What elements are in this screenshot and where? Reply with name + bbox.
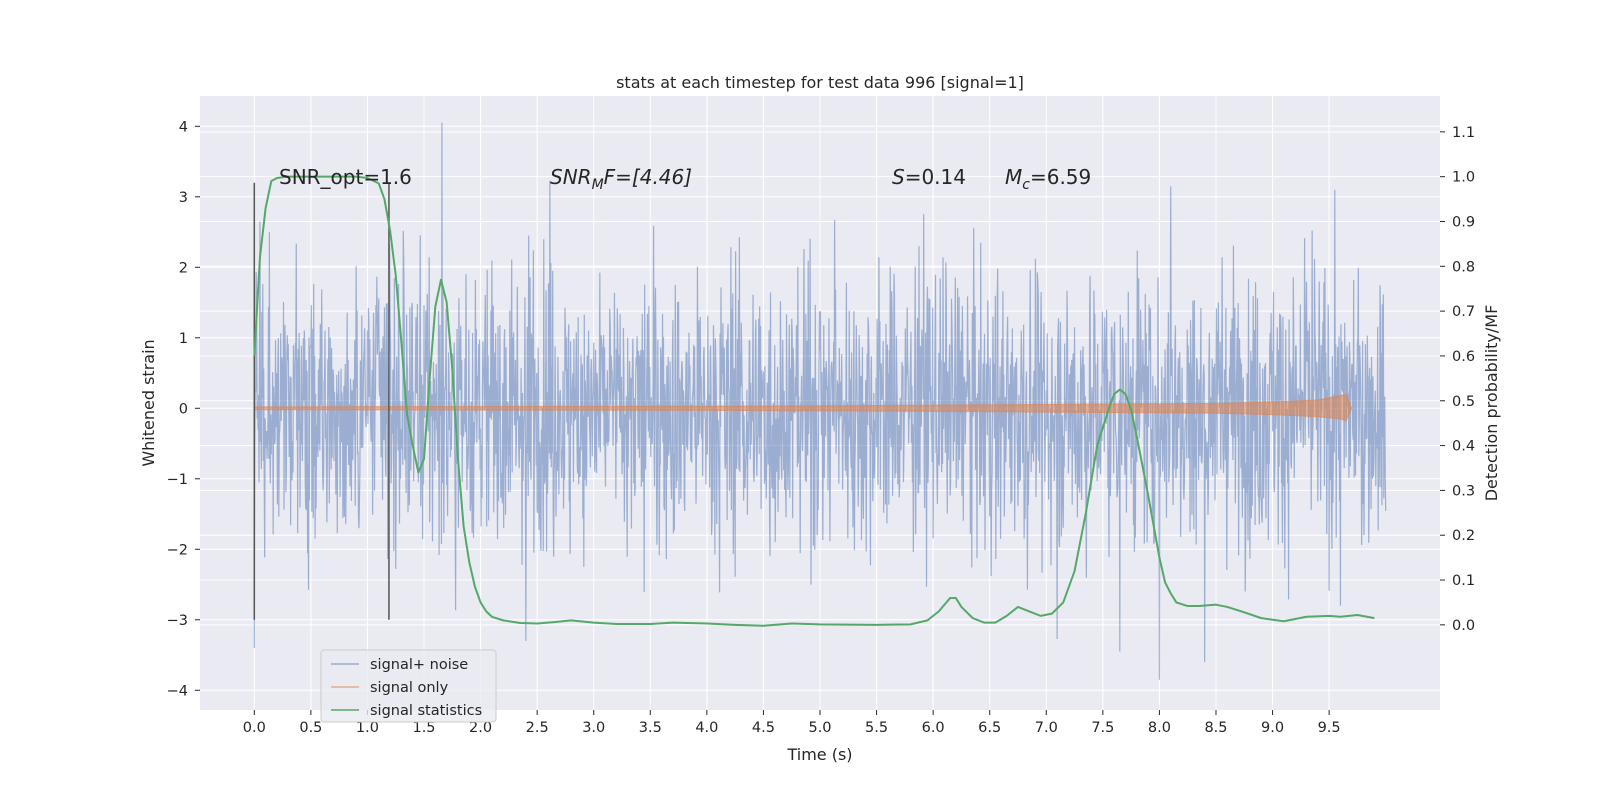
x-tick-label: 5.0 <box>808 720 831 736</box>
x-tick-label: 4.0 <box>695 720 718 736</box>
signal-statistics-line <box>253 175 1375 627</box>
signal-statistics-series <box>253 175 1375 627</box>
y-tick-label: 4 <box>179 119 188 135</box>
x-tick-label: 3.0 <box>582 720 605 736</box>
y2-tick-label: 0.8 <box>1452 259 1475 275</box>
tick-layer: 0.0 0.5 1.0 1.5 2.0 2.5 3.0 3.5 4.0 4.5 5.0 5.5 6.0 6… <box>167 119 1475 736</box>
y2-tick-label: 1.1 <box>1452 125 1475 141</box>
y-axis-label: Whitened strain <box>139 339 158 466</box>
signal-only-band <box>253 393 1353 422</box>
x-tick-label: 1.5 <box>412 720 435 736</box>
snr-mf-prefix: SNR <box>550 165 592 189</box>
y2-tick-label: 0.4 <box>1452 439 1475 455</box>
snr-mf-sub: M <box>592 177 604 193</box>
x-tick-label: 1.0 <box>356 720 379 736</box>
y2-tick-label: 0.0 <box>1452 618 1475 634</box>
y2-tick-label: 0.3 <box>1452 483 1475 499</box>
annotation-snr-mf: SNRMF=[4.46] <box>550 165 692 193</box>
legend: signal+ noise signal only signal statist… <box>320 649 497 723</box>
mc-value: =6.59 <box>1030 165 1091 189</box>
chart-title: stats at each timestep for test data 996… <box>616 73 1024 92</box>
legend-box <box>320 649 497 723</box>
legend-label-signal-statistics: signal statistics <box>370 703 482 719</box>
y2-tick-label: 0.1 <box>1452 573 1475 589</box>
y-tick-label: −1 <box>167 472 188 488</box>
x-tick-label: 0.0 <box>243 720 266 736</box>
x-axis-label: Time (s) <box>786 745 852 764</box>
x-tick-label: 5.5 <box>865 720 888 736</box>
annotation-s: S=0.14 <box>892 165 966 189</box>
legend-label-signal-only: signal only <box>370 680 449 696</box>
x-tick-label: 6.0 <box>922 720 945 736</box>
y-tick-label: 1 <box>179 331 188 347</box>
s-prefix: S <box>892 165 905 189</box>
x-tick-label: 9.0 <box>1261 720 1284 736</box>
y2-tick-label: 0.7 <box>1452 304 1475 320</box>
y-tick-label: 0 <box>179 401 188 417</box>
annotation-mc: Mc=6.59 <box>1005 165 1091 193</box>
x-tick-label: 8.5 <box>1204 720 1227 736</box>
y2-tick-label: 0.5 <box>1452 394 1475 410</box>
y-tick-label: −4 <box>167 683 188 699</box>
x-tick-label: 7.5 <box>1091 720 1114 736</box>
x-tick-label: 6.5 <box>978 720 1001 736</box>
s-value: =0.14 <box>905 165 966 189</box>
y2-tick-label: 1.0 <box>1452 170 1475 186</box>
legend-label-signal-noise: signal+ noise <box>370 657 468 673</box>
x-tick-label: 9.5 <box>1318 720 1341 736</box>
mc-prefix: M <box>1005 165 1022 189</box>
y2-tick-label: 0.2 <box>1452 528 1475 544</box>
snr-mf-suffix: F=[4.46] <box>604 165 692 189</box>
mc-sub: c <box>1022 177 1030 193</box>
annotation-snr-opt: SNR_opt=1.6 <box>279 165 412 189</box>
x-tick-label: 7.0 <box>1035 720 1058 736</box>
x-tick-label: 8.0 <box>1148 720 1171 736</box>
x-tick-label: 2.0 <box>469 720 492 736</box>
signal-only-series <box>253 393 1353 422</box>
y2-tick-label: 0.9 <box>1452 214 1475 230</box>
y-tick-label: −3 <box>167 613 188 629</box>
x-tick-label: 3.5 <box>639 720 662 736</box>
x-tick-label: 4.5 <box>752 720 775 736</box>
x-tick-label: 2.5 <box>526 720 549 736</box>
y-tick-label: 3 <box>179 190 188 206</box>
y2-axis-label: Detection probability/MF <box>1482 305 1501 502</box>
vertical-markers <box>253 182 390 620</box>
x-tick-label: 0.5 <box>299 720 322 736</box>
y-tick-label: 2 <box>179 260 188 276</box>
y2-tick-label: 0.6 <box>1452 349 1475 365</box>
y-tick-label: −2 <box>167 542 188 558</box>
